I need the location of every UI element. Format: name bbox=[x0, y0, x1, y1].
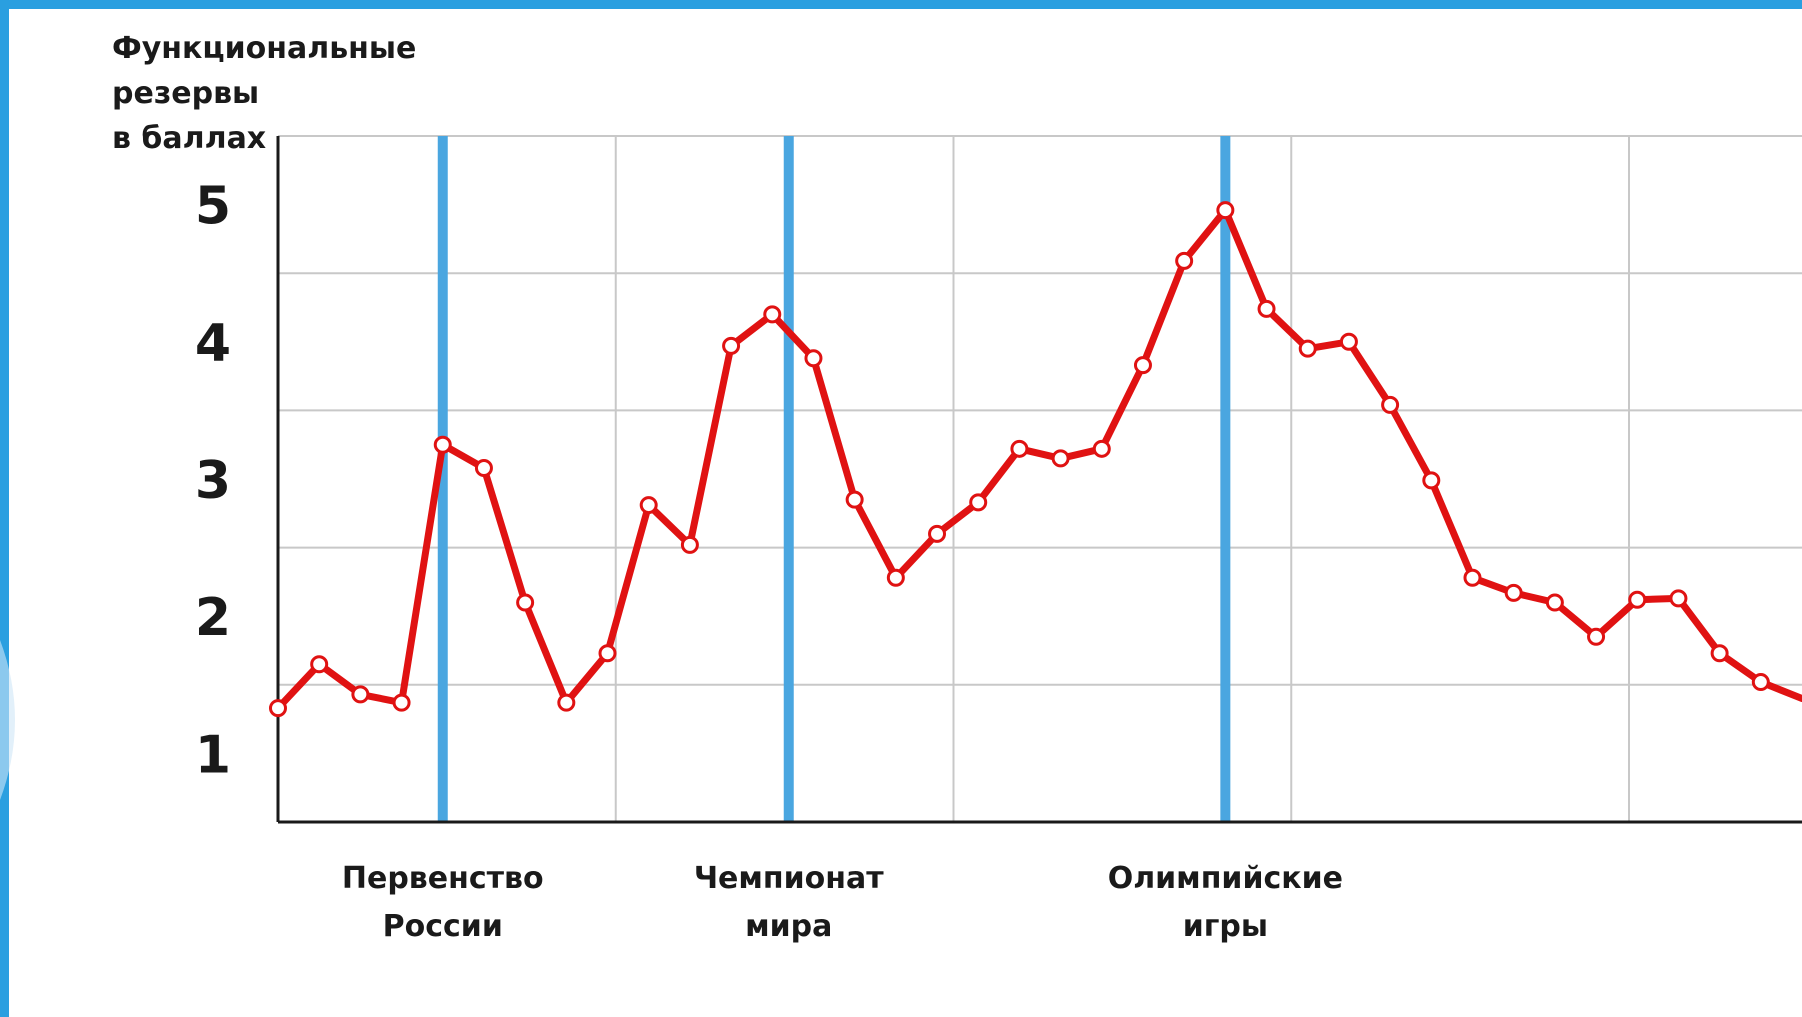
data-point bbox=[1339, 332, 1358, 351]
grid bbox=[278, 135, 1802, 822]
event-labels: Первенство России Чемпионат мира Олимпийские… bbox=[342, 861, 1343, 944]
data-point bbox=[680, 535, 699, 554]
data-point bbox=[1587, 627, 1606, 646]
data-point bbox=[928, 524, 947, 543]
event-label-1-line-2: России bbox=[383, 909, 503, 944]
event-label-3-line-1: Олимпийские bbox=[1108, 861, 1343, 896]
data-point bbox=[1669, 589, 1688, 608]
data-point bbox=[886, 568, 905, 587]
data-point bbox=[1545, 593, 1564, 612]
data-point bbox=[1010, 439, 1029, 458]
data-point bbox=[392, 693, 411, 712]
data-point bbox=[433, 435, 452, 454]
data-point bbox=[474, 459, 493, 478]
event-label-2-line-2: мира bbox=[745, 909, 832, 944]
data-point bbox=[310, 655, 329, 674]
series-line bbox=[274, 206, 1802, 712]
data-point bbox=[1381, 395, 1400, 414]
data-point bbox=[351, 685, 370, 704]
y-axis-label-line-2: резервы bbox=[112, 76, 259, 111]
data-point bbox=[1051, 449, 1070, 468]
data-point bbox=[1216, 201, 1235, 220]
data-point bbox=[1175, 251, 1194, 270]
data-point bbox=[969, 493, 988, 512]
event-label-1-line-1: Первенство bbox=[342, 861, 544, 896]
event-label-3-line-2: игры bbox=[1183, 909, 1268, 944]
y-tick-label: 3 bbox=[195, 451, 231, 511]
data-point bbox=[1092, 439, 1111, 458]
data-point bbox=[639, 496, 658, 515]
data-point bbox=[763, 305, 782, 324]
data-point bbox=[1298, 339, 1317, 358]
data-point bbox=[557, 693, 576, 712]
data-point bbox=[1133, 356, 1152, 375]
data-point bbox=[804, 349, 823, 368]
data-point bbox=[1257, 299, 1276, 318]
axes bbox=[276, 136, 1802, 824]
data-point bbox=[1751, 673, 1770, 692]
data-point bbox=[1710, 644, 1729, 663]
series-line-1 bbox=[274, 206, 1802, 712]
data-point bbox=[1463, 568, 1482, 587]
data-points bbox=[269, 201, 1770, 718]
data-point bbox=[722, 336, 741, 355]
y-axis-label-line-1: Функциональные bbox=[112, 31, 416, 66]
y-tick-labels: 1 2 3 4 5 bbox=[195, 177, 231, 786]
data-point bbox=[1422, 471, 1441, 490]
y-tick-label: 1 bbox=[195, 725, 231, 785]
data-point bbox=[845, 490, 864, 509]
event-label-2-line-1: Чемпионат bbox=[694, 861, 884, 896]
event-lines bbox=[437, 136, 1231, 822]
data-point bbox=[598, 644, 617, 663]
y-tick-label: 2 bbox=[195, 588, 231, 648]
y-axis-label-line-3: в баллах bbox=[112, 121, 266, 156]
data-point bbox=[269, 699, 287, 718]
data-point bbox=[516, 593, 535, 612]
y-tick-label: 5 bbox=[195, 177, 231, 237]
data-point bbox=[1628, 590, 1647, 609]
y-tick-label: 4 bbox=[195, 314, 231, 374]
data-point bbox=[1504, 583, 1523, 602]
